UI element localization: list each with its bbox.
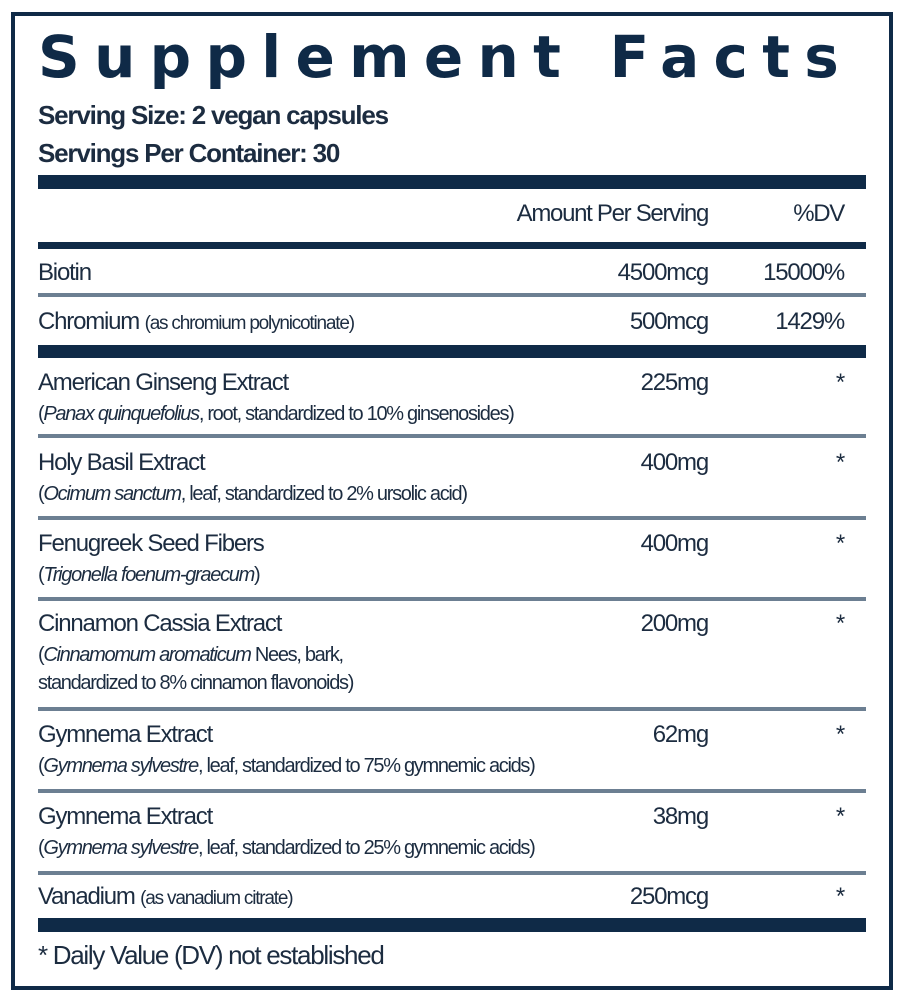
latin-name: Gymnema sylvestre	[43, 755, 199, 777]
ingredient-amount: 225mg	[640, 369, 710, 396]
ingredient-row: Holy Basil Extract (Ocimum sanctum, leaf…	[38, 440, 866, 518]
nutrient-dv: *	[835, 883, 845, 910]
medium-divider	[38, 242, 866, 249]
ingredient-source: (Cinnamomum aromaticum Nees, bark,	[38, 644, 344, 666]
row-divider	[38, 789, 866, 793]
ingredient-dv: *	[835, 721, 845, 748]
thick-divider	[38, 918, 866, 932]
nutrient-row-chromium: Chromium (as chromium polynicotinate) 50…	[38, 299, 866, 344]
amount-header: Amount Per Serving	[516, 200, 710, 227]
ingredient-source: (Trigonella foenum-graecum)	[38, 564, 261, 586]
ingredient-amount: 200mg	[640, 610, 710, 637]
row-divider	[38, 516, 866, 520]
ingredient-detail-2: standardized to 8% cinnamon flavonoids)	[38, 672, 354, 694]
ingredient-name: Gymnema Extract	[38, 721, 213, 748]
ingredient-amount: 62mg	[652, 721, 709, 748]
ingredient-source: (Gymnema sylvestre, leaf, standardized t…	[38, 837, 536, 859]
ingredient-detail: , leaf, standardized to 75% gymnemic aci…	[197, 755, 536, 777]
ingredient-row: Gymnema Extract (Gymnema sylvestre, leaf…	[38, 794, 866, 873]
ingredient-name: Fenugreek Seed Fibers	[38, 530, 265, 557]
ingredient-detail: )	[253, 564, 261, 586]
ingredient-detail: Nees, bark,	[250, 644, 344, 666]
latin-name: Ocimum sanctum	[43, 483, 182, 505]
footnote: * Daily Value (DV) not established	[38, 940, 385, 970]
ingredient-source: (Panax quinquefolius, root, standardized…	[38, 403, 515, 425]
row-divider	[38, 871, 866, 875]
serving-size: Serving Size: 2 vegan capsules	[38, 100, 389, 130]
row-divider	[38, 707, 866, 711]
nutrient-amount: 250mcg	[629, 883, 709, 910]
label-title: Supplement Facts	[38, 23, 854, 91]
ingredient-amount: 400mg	[640, 530, 710, 557]
ingredient-dv: *	[835, 449, 845, 476]
ingredient-row: American Ginseng Extract (Panax quinquef…	[38, 360, 866, 436]
ingredient-row: Cinnamon Cassia Extract (Cinnamomum arom…	[38, 601, 866, 709]
ingredient-amount: 38mg	[652, 803, 709, 830]
thick-divider	[38, 175, 866, 189]
nutrient-name: Vanadium (as vanadium citrate)	[38, 883, 294, 910]
ingredient-dv: *	[835, 530, 845, 557]
label-frame	[11, 12, 893, 990]
ingredient-amount: 400mg	[640, 449, 710, 476]
nutrient-name: Biotin	[38, 259, 92, 286]
ingredient-name: Gymnema Extract	[38, 803, 213, 830]
ingredient-source: (Ocimum sanctum, leaf, standardized to 2…	[38, 483, 468, 505]
ingredient-dv: *	[835, 610, 845, 637]
row-divider	[38, 293, 866, 297]
ingredient-detail: , root, standardized to 10% ginsenosides…	[198, 403, 515, 425]
nutrient-amount: 4500mcg	[617, 259, 710, 286]
row-divider	[38, 434, 866, 438]
row-divider	[38, 597, 866, 601]
ingredient-detail: , leaf, standardized to 25% gymnemic aci…	[197, 837, 536, 859]
latin-name: Gymnema sylvestre	[43, 837, 199, 859]
ingredient-detail: , leaf, standardized to 2% ursolic acid)	[180, 483, 468, 505]
nutrient-dv: 15000%	[763, 259, 845, 286]
servings-per-container: Servings Per Container: 30	[38, 138, 340, 168]
ingredient-name: American Ginseng Extract	[38, 369, 289, 396]
nutrient-amount: 500mcg	[629, 308, 709, 335]
nutrient-row-vanadium: Vanadium (as vanadium citrate) 250mcg *	[38, 874, 866, 918]
ingredient-row: Gymnema Extract (Gymnema sylvestre, leaf…	[38, 712, 866, 791]
dv-header: %DV	[793, 200, 845, 227]
latin-name: Cinnamomum aromaticum	[43, 644, 252, 666]
ingredient-source: (Gymnema sylvestre, leaf, standardized t…	[38, 755, 536, 777]
ingredient-name: Holy Basil Extract	[38, 449, 206, 476]
ingredient-dv: *	[835, 369, 845, 396]
nutrient-name: Chromium (as chromium polynicotinate)	[38, 308, 355, 335]
nutrient-dv: 1429%	[775, 308, 845, 335]
ingredient-name: Cinnamon Cassia Extract	[38, 610, 282, 637]
ingredient-row: Fenugreek Seed Fibers (Trigonella foenum…	[38, 521, 866, 599]
ingredient-dv: *	[835, 803, 845, 830]
nutrient-row-biotin: Biotin 4500mcg 15000%	[38, 250, 866, 295]
latin-name: Trigonella foenum-graecum	[43, 564, 255, 586]
thick-divider	[38, 345, 866, 358]
latin-name: Panax quinquefolius	[43, 403, 200, 425]
